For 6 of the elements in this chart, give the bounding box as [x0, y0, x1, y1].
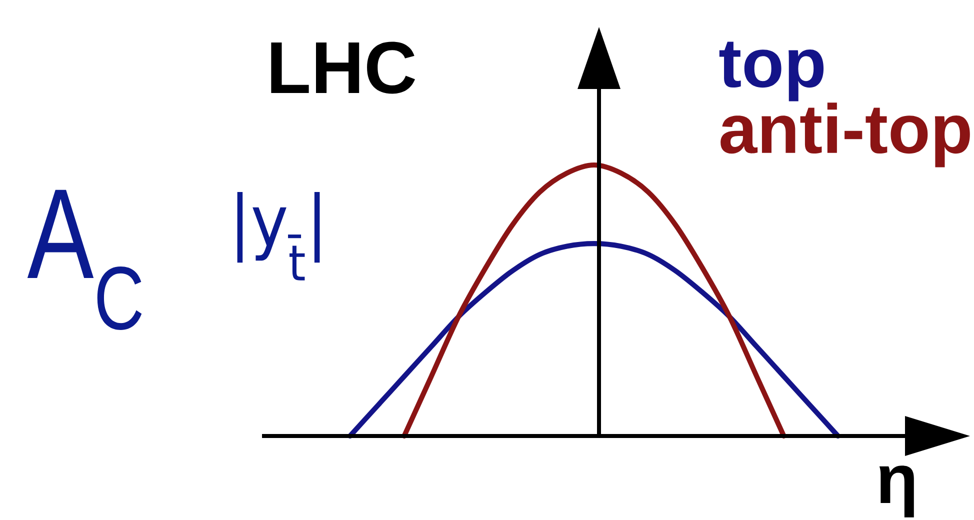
text: top	[719, 42, 824, 102]
x-axis-title: η	[879, 466, 914, 518]
chart-title: LHC	[271, 42, 415, 94]
text: |y$_{t̄}$|	[237, 192, 320, 280]
text: A$_{C}$	[27, 190, 142, 330]
series-label: anti-top	[720, 102, 970, 168]
